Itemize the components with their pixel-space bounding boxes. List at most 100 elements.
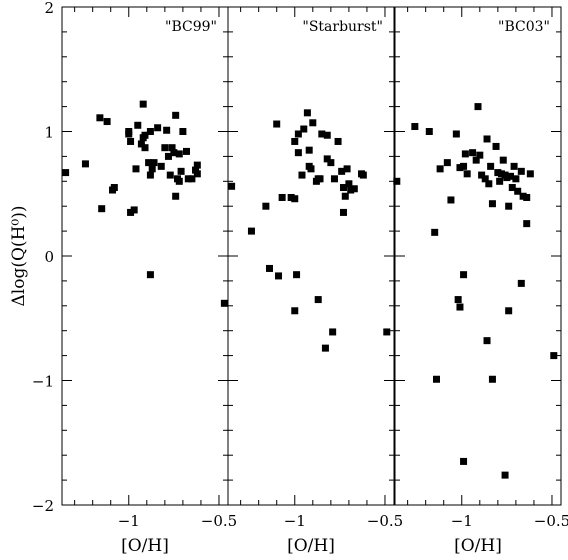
data-point <box>103 118 111 126</box>
data-point <box>506 172 514 180</box>
data-point <box>347 186 355 194</box>
data-point <box>266 264 273 272</box>
data-point <box>393 177 401 185</box>
data-point <box>487 162 495 170</box>
data-point <box>262 202 270 210</box>
data-point <box>523 193 531 201</box>
data-point <box>341 192 349 200</box>
data-point <box>481 175 489 183</box>
y-tick-label: 2 <box>44 0 54 17</box>
panel-frame <box>227 6 395 506</box>
panel-title: "BC03" <box>498 19 550 35</box>
panel-frame <box>61 6 229 506</box>
y-axis-title: Δlog(Q(H⁰)) <box>9 206 29 307</box>
data-point <box>294 149 302 157</box>
data-point <box>503 174 511 182</box>
data-point <box>472 156 480 164</box>
data-point <box>148 165 156 173</box>
data-point <box>436 165 444 173</box>
data-point <box>433 375 440 383</box>
data-point <box>291 195 299 203</box>
data-point <box>469 149 477 157</box>
data-point <box>339 184 347 192</box>
data-point <box>519 192 527 200</box>
data-point <box>110 184 118 192</box>
y-tick-label: −1 <box>32 373 54 391</box>
data-point <box>497 170 505 178</box>
data-point <box>130 206 138 214</box>
x-axis-title: [O/H] <box>287 536 335 556</box>
data-point <box>526 170 534 178</box>
data-point <box>327 159 335 167</box>
data-point <box>145 159 153 167</box>
data-point <box>168 144 176 152</box>
data-point <box>492 142 500 150</box>
data-point <box>485 180 493 188</box>
data-point <box>179 128 187 135</box>
data-point <box>508 184 516 192</box>
data-point <box>330 175 338 183</box>
data-point <box>425 128 433 135</box>
x-tick-label: −0.5 <box>367 512 403 530</box>
data-point <box>305 146 313 154</box>
data-point <box>141 131 149 139</box>
data-point <box>447 196 455 204</box>
data-point <box>463 170 471 178</box>
data-point <box>166 171 174 179</box>
data-point <box>478 171 486 179</box>
data-point <box>184 175 192 183</box>
data-point <box>177 167 185 175</box>
data-point <box>483 337 491 345</box>
data-point <box>505 307 513 315</box>
data-point <box>334 137 342 145</box>
data-point <box>127 208 135 216</box>
data-point <box>314 296 322 304</box>
data-point <box>150 159 158 167</box>
data-point <box>175 150 183 158</box>
data-point <box>275 272 283 280</box>
data-point <box>456 164 464 172</box>
data-point <box>293 271 301 279</box>
data-point <box>294 130 302 138</box>
data-point <box>323 131 331 139</box>
data-point <box>476 151 484 159</box>
data-point <box>501 471 509 479</box>
data-point <box>247 227 255 235</box>
data-point <box>139 100 147 108</box>
data-point <box>350 185 358 193</box>
data-point <box>193 161 201 169</box>
data-point <box>154 124 162 132</box>
data-point <box>309 119 317 127</box>
data-point <box>125 128 133 135</box>
x-axis-title: [O/H] <box>454 536 502 556</box>
data-point <box>303 109 311 117</box>
data-point <box>452 130 460 138</box>
data-point <box>172 192 180 200</box>
data-point <box>141 144 149 152</box>
y-tick-label: 1 <box>44 124 54 142</box>
data-point <box>146 128 154 135</box>
y-tick-label: 0 <box>44 248 54 266</box>
x-tick-label: −1 <box>451 512 473 530</box>
data-point <box>291 137 299 145</box>
data-point <box>345 180 353 188</box>
data-point <box>483 135 491 143</box>
data-point <box>228 182 236 190</box>
data-point <box>431 228 439 236</box>
data-point <box>460 271 468 279</box>
data-point <box>193 170 201 178</box>
data-point <box>220 299 228 307</box>
data-point <box>62 169 70 177</box>
data-point <box>461 150 469 158</box>
data-point <box>460 162 468 170</box>
data-point <box>499 156 507 164</box>
x-tick-label: −1 <box>284 512 306 530</box>
data-point <box>318 130 326 138</box>
panel-title: "BC99" <box>165 19 217 35</box>
data-point <box>339 208 347 216</box>
data-point <box>134 121 142 129</box>
data-point <box>175 177 183 185</box>
data-point <box>273 120 281 128</box>
x-axis-title: [O/H] <box>121 536 169 556</box>
